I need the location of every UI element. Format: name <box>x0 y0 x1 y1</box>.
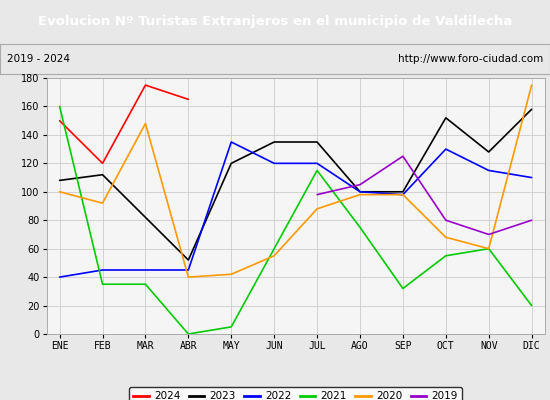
Text: 2019 - 2024: 2019 - 2024 <box>7 54 70 64</box>
Legend: 2024, 2023, 2022, 2021, 2020, 2019: 2024, 2023, 2022, 2021, 2020, 2019 <box>129 387 462 400</box>
Text: http://www.foro-ciudad.com: http://www.foro-ciudad.com <box>398 54 543 64</box>
Text: Evolucion Nº Turistas Extranjeros en el municipio de Valdilecha: Evolucion Nº Turistas Extranjeros en el … <box>38 16 512 28</box>
